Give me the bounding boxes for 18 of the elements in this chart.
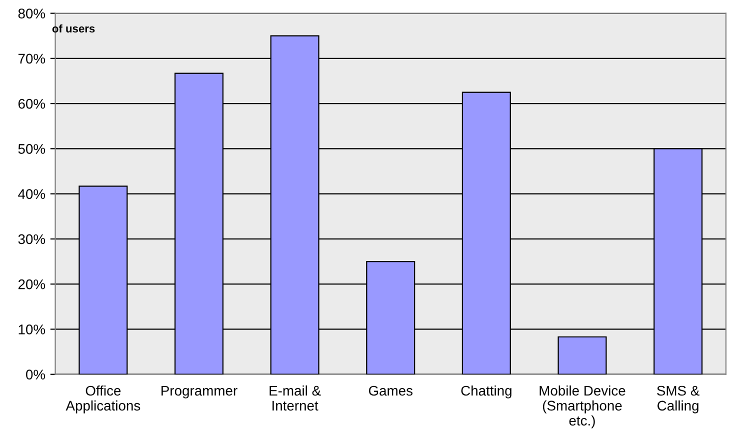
x-tick-label: E-mail & Internet (270, 385, 321, 411)
y-tick-label: 80% (18, 8, 46, 18)
y-tick-label: 10% (18, 324, 46, 334)
x-tick-label: Programmer (162, 386, 238, 398)
x-tick-label: Mobile Device (Smartphone etc.) (540, 385, 626, 428)
y-tick-label: 0% (26, 370, 46, 380)
x-tick-label: Chatting (461, 385, 512, 398)
x-tick-label: Games (368, 386, 412, 396)
bar (558, 336, 607, 374)
x-tick-label: Office Applications (66, 385, 140, 414)
y-tick-label: 60% (18, 98, 46, 109)
y-tick-label: 70% (18, 54, 46, 64)
y-tick-label: 30% (18, 234, 46, 244)
y-tick-label: 20% (18, 279, 46, 290)
x-tick-label: SMS & Calling (657, 386, 700, 414)
y-axis-title: of users (52, 24, 95, 33)
y-tick-label: 50% (18, 144, 46, 154)
y-tick-label: 40% (18, 189, 46, 199)
